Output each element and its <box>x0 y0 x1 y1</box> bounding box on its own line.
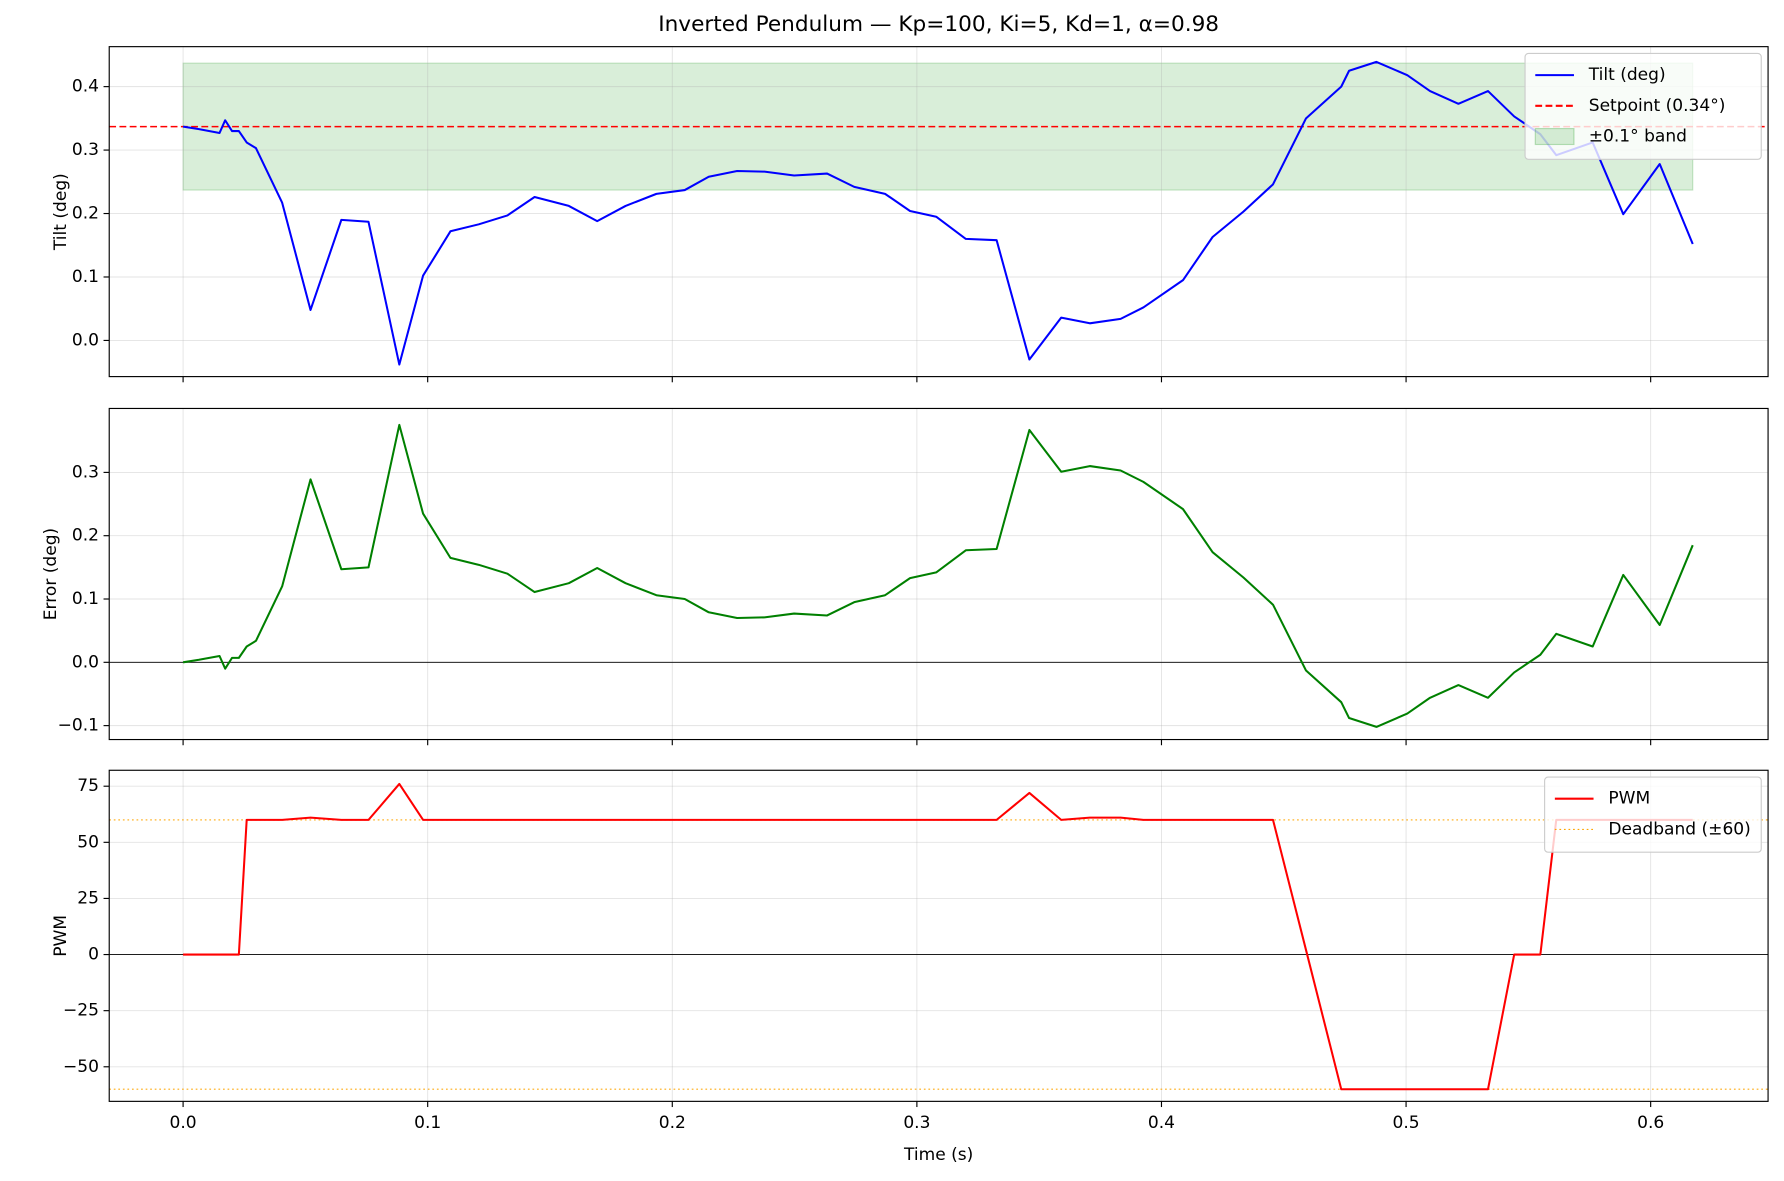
data-line <box>183 782 1693 1091</box>
y-tick-label: −25 <box>63 1001 99 1021</box>
y-tick-label: −50 <box>63 1057 99 1077</box>
y-tick-label: 0 <box>88 945 99 965</box>
legend: Tilt (deg) Setpoint (0.34°) ±0.1° band <box>1524 52 1762 160</box>
y-tick-label: 0.1 <box>72 589 99 609</box>
x-axis-label: Time (s) <box>903 1145 973 1165</box>
y-tick-label: 0.1 <box>72 267 99 287</box>
y-tick-label: −0.1 <box>58 716 99 736</box>
chart-title: Inverted Pendulum — Kp=100, Ki=5, Kd=1, … <box>658 12 1219 37</box>
legend-label: ±0.1° band <box>1589 127 1687 147</box>
y-axis-label: Tilt (deg) <box>51 173 71 251</box>
x-tick-label: 0.1 <box>414 1113 441 1133</box>
axes-frame <box>108 46 1769 378</box>
axes-frame <box>108 407 1769 741</box>
y-tick-label: 0.0 <box>72 330 99 350</box>
data-line <box>182 423 1694 728</box>
y-tick-label: 50 <box>77 832 99 852</box>
axes-frame <box>108 769 1769 1102</box>
y-tick-label: 0.4 <box>72 77 99 97</box>
legend-label: Deadband (±60) <box>1608 819 1750 839</box>
y-axis-label: Error (deg) <box>41 528 61 620</box>
y-tick-label: 25 <box>77 888 99 908</box>
y-tick-label: 0.2 <box>72 204 99 224</box>
legend-swatch <box>1534 128 1575 146</box>
x-tick-label: 0.2 <box>659 1113 686 1133</box>
y-tick-label: 0.3 <box>72 140 99 160</box>
x-tick-label: 0.3 <box>903 1113 930 1133</box>
x-tick-label: 0.0 <box>170 1113 197 1133</box>
legend-label: PWM <box>1608 789 1650 809</box>
legend-box <box>1524 52 1762 160</box>
y-tick-label: 0.0 <box>72 652 99 672</box>
y-tick-label: 0.2 <box>72 526 99 546</box>
x-tick-label: 0.4 <box>1148 1113 1175 1133</box>
legend-box <box>1544 776 1762 853</box>
data-line <box>182 60 1694 366</box>
legend-label: Tilt (deg) <box>1588 65 1666 85</box>
x-tick-label: 0.5 <box>1393 1113 1420 1133</box>
y-axis-label: PWM <box>51 915 71 957</box>
legend-label: Setpoint (0.34°) <box>1589 96 1726 116</box>
legend: PWM Deadband (±60) <box>1544 776 1762 853</box>
y-tick-label: 0.3 <box>72 462 99 482</box>
x-tick-label: 0.6 <box>1637 1113 1664 1133</box>
y-tick-label: 75 <box>77 776 99 796</box>
